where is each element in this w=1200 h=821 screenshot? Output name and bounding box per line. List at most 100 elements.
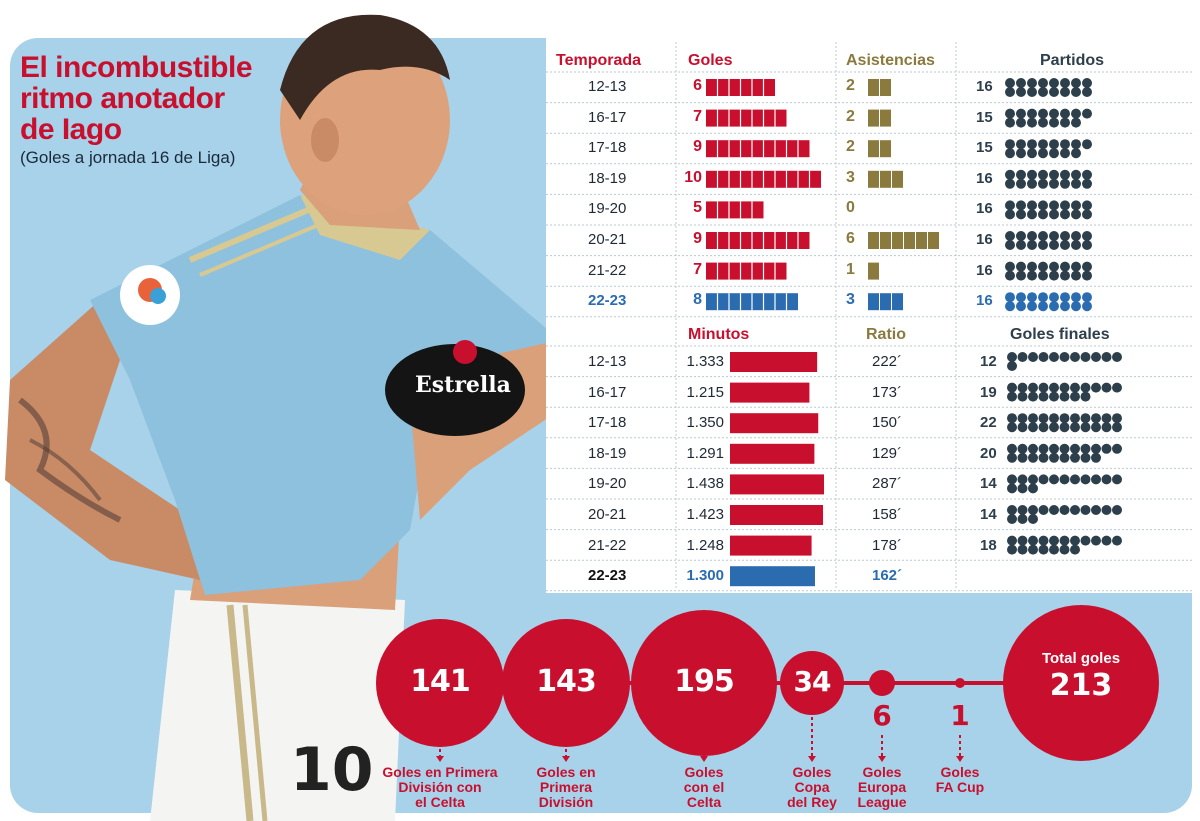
final-goal-dot [1007, 544, 1017, 555]
match-dot [1005, 270, 1015, 281]
final-goal-dot [1059, 443, 1070, 454]
caption-arrowhead [878, 756, 886, 762]
assists-block [880, 79, 891, 96]
caption-line: FA Cup [935, 779, 985, 795]
final-goal-dot [1070, 443, 1080, 454]
final-goal-dot [1007, 361, 1017, 371]
match-dot [1049, 178, 1059, 189]
assists-value: 2 [846, 107, 855, 125]
final-goal-dot [1049, 413, 1059, 424]
caption-line: con el [683, 779, 725, 795]
match-dot [1060, 148, 1070, 159]
match-dot [1027, 139, 1037, 150]
final-goal-dot [1028, 535, 1038, 546]
ratio-value: 173´ [872, 383, 903, 401]
match-dot [1060, 292, 1070, 303]
final-goal-dot [1070, 382, 1080, 393]
bubble-value: 141 [410, 663, 471, 699]
final-goal-dot [1101, 505, 1112, 515]
final-goal-dot [1080, 422, 1091, 433]
bubble-value: 6 [872, 699, 892, 732]
final-goal-dot [1028, 352, 1038, 362]
page-title: El incombustible ritmo anotador de Iago [20, 51, 253, 145]
match-dot [1016, 117, 1026, 128]
minutes-bar [730, 474, 824, 495]
match-dot [1016, 270, 1026, 281]
final-goal-dot [1007, 514, 1017, 524]
final-goal-dot [1070, 391, 1080, 402]
final-goal-dot [1091, 352, 1101, 362]
final-goal-dot [1080, 535, 1091, 546]
match-dot [1060, 87, 1070, 97]
minutes-value: 1.333 [686, 353, 724, 370]
match-dot [1016, 200, 1026, 211]
bubble-caption: Goles con el Celta [634, 765, 774, 810]
bubble-caption: Goles Copa del Rey [742, 765, 882, 810]
caption-line: Goles [792, 764, 832, 780]
goals-bar [706, 232, 810, 249]
ratio-value: 129´ [872, 444, 903, 462]
match-dot [1049, 301, 1059, 312]
assists-block [880, 232, 891, 249]
final-goal-dot [1007, 535, 1017, 546]
final-goal-dot [1080, 382, 1091, 393]
match-dot [1027, 178, 1037, 189]
bubble-caption: Goles FA Cup [890, 765, 1030, 795]
final-goal-dot [1049, 391, 1059, 402]
final-goals-value: 19 [980, 383, 997, 401]
final-goal-dot [1038, 382, 1049, 393]
bubble-caption: Goles en Primera División con el Celta [370, 765, 510, 810]
match-dot [1016, 301, 1026, 312]
final-goal-dot [1059, 382, 1070, 393]
match-dot [1038, 261, 1048, 272]
match-dot [1082, 108, 1092, 119]
match-dot [1060, 108, 1070, 119]
match-dot [1082, 231, 1092, 241]
match-dot [1071, 78, 1081, 88]
goals-bar [706, 140, 810, 158]
match-dot [1038, 108, 1048, 119]
assists-value: 1 [846, 260, 855, 278]
caption-arrowhead [956, 756, 964, 762]
bubble-5 [955, 678, 965, 688]
match-dot [1060, 261, 1070, 272]
final-goal-dot [1091, 505, 1101, 515]
final-goal-dot [1112, 352, 1122, 362]
assists-block [892, 170, 903, 188]
bubble-value: 1 [950, 699, 970, 732]
match-dot [1082, 87, 1092, 97]
final-goal-dot [1028, 483, 1038, 494]
match-dot [1016, 148, 1026, 159]
match-dot [1038, 240, 1048, 250]
minutes-value: 1.248 [686, 536, 724, 554]
shorts-number: 10 [290, 735, 374, 805]
match-dot [1005, 240, 1015, 250]
table-header-3: Partidos [1040, 52, 1105, 69]
assists-value: 6 [846, 230, 855, 247]
minutes-bar [730, 566, 815, 587]
caption-arrowhead [562, 756, 570, 762]
match-dot [1016, 169, 1026, 180]
title-line-1: El incombustible [20, 51, 253, 84]
final-goal-dot [1038, 443, 1049, 454]
match-dot [1038, 301, 1048, 312]
match-dot [1071, 261, 1081, 272]
assists-block [880, 170, 891, 188]
caption-line: League [857, 794, 907, 810]
match-dot [1016, 139, 1026, 150]
season-label-2: 16-17 [588, 383, 627, 401]
season-label: 20-21 [588, 231, 627, 248]
bubble-value: 34 [793, 664, 832, 698]
ratio-value: 150´ [872, 414, 903, 432]
match-dot [1082, 178, 1092, 189]
title-line-2: ritmo anotador [20, 82, 225, 115]
season-label-2: 17-18 [588, 414, 627, 432]
final-goal-dot [1101, 535, 1112, 546]
match-dot [1016, 261, 1026, 272]
match-dot [1071, 108, 1081, 119]
final-goal-dot [1007, 474, 1017, 485]
goals-bar [706, 201, 764, 219]
shirt-sponsor: Estrella [415, 372, 511, 398]
match-dot [1005, 301, 1015, 312]
match-dot [1005, 87, 1015, 97]
